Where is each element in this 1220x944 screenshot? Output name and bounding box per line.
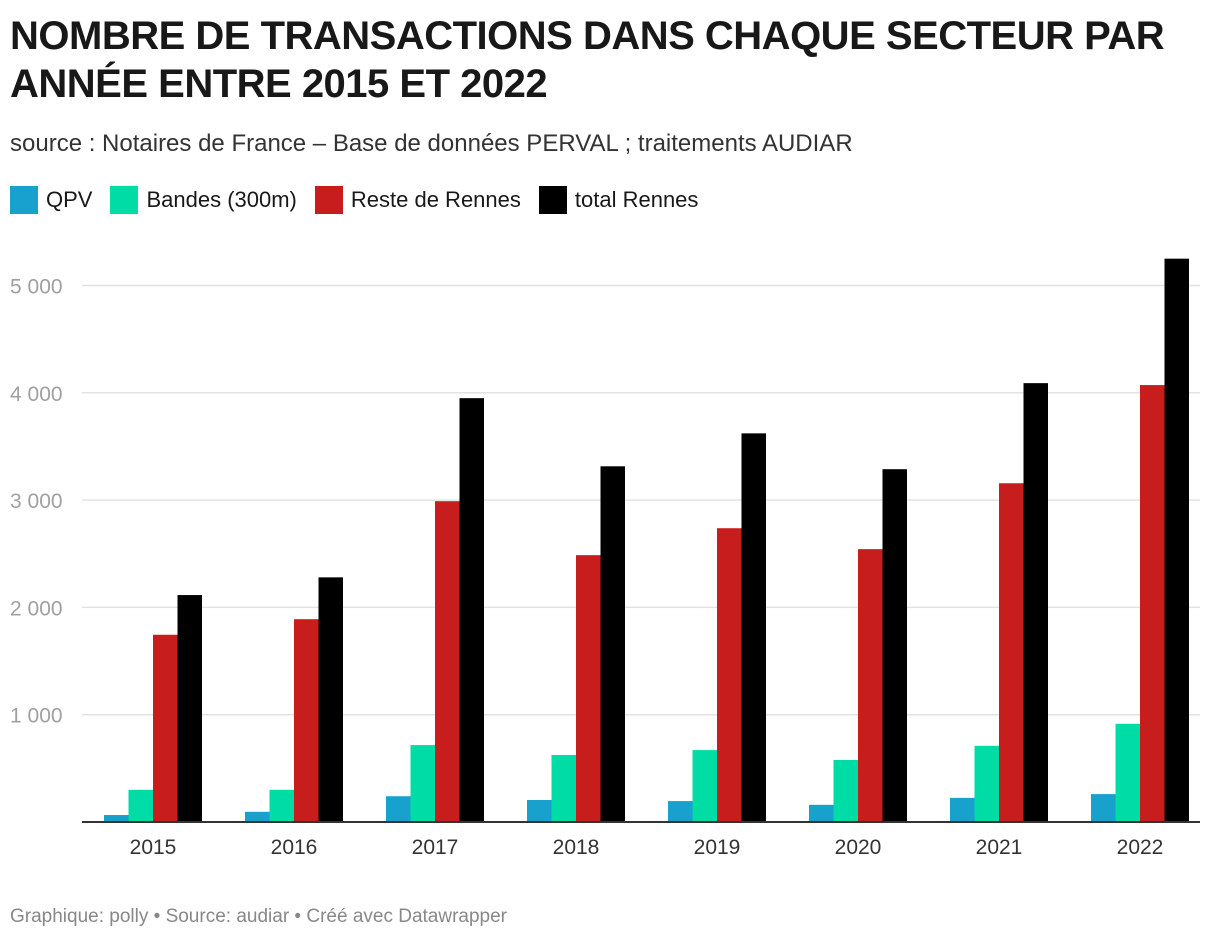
bar-reste-de-rennes bbox=[435, 501, 460, 822]
y-tick-label: 5 000 bbox=[10, 276, 63, 299]
bar-bandes-300m- bbox=[974, 745, 999, 822]
legend-item: Bandes (300m) bbox=[110, 186, 297, 214]
bar-qpv bbox=[245, 811, 270, 822]
x-tick-label: 2022 bbox=[1117, 836, 1164, 859]
bar-reste-de-rennes bbox=[1140, 385, 1165, 822]
legend-swatch bbox=[314, 186, 343, 214]
bar-total-rennes bbox=[1023, 383, 1048, 822]
bar-qpv bbox=[950, 797, 975, 822]
bar-reste-de-rennes bbox=[153, 634, 178, 822]
bar-qpv bbox=[1091, 794, 1116, 822]
bar-qpv bbox=[668, 801, 693, 822]
bar-qpv bbox=[104, 815, 129, 822]
bar-total-rennes bbox=[882, 469, 907, 822]
bar-bandes-300m- bbox=[1115, 723, 1140, 822]
bar-total-rennes bbox=[741, 433, 766, 822]
x-tick-label: 2020 bbox=[835, 836, 882, 859]
legend-item: total Rennes bbox=[538, 186, 699, 214]
chart-title: NOMBRE DE TRANSACTIONS DANS CHAQUE SECTE… bbox=[10, 14, 1165, 106]
bar-total-rennes bbox=[459, 398, 484, 822]
bar-qpv bbox=[809, 804, 834, 822]
bar-bandes-300m- bbox=[551, 754, 576, 822]
bar-reste-de-rennes bbox=[999, 483, 1024, 822]
legend-item: QPV bbox=[10, 186, 92, 214]
bar-total-rennes bbox=[1164, 258, 1189, 822]
legend-label: Reste de Rennes bbox=[350, 187, 521, 212]
legend-swatch bbox=[538, 186, 567, 214]
x-tick-label: 2021 bbox=[976, 836, 1023, 859]
legend-swatch bbox=[10, 186, 38, 214]
bar-total-rennes bbox=[600, 466, 625, 822]
legend-item: Reste de Rennes bbox=[314, 186, 521, 214]
legend-swatch bbox=[110, 186, 139, 214]
y-tick-label: 1 000 bbox=[10, 705, 63, 728]
x-tick-label: 2016 bbox=[271, 836, 318, 859]
bar-total-rennes bbox=[177, 595, 202, 822]
y-tick-label: 3 000 bbox=[10, 490, 63, 513]
chart-subtitle: source : Notaires de France – Base de do… bbox=[10, 130, 853, 157]
bar-bandes-300m- bbox=[128, 789, 153, 822]
legend: QPV Bandes (300m) Reste de Rennes total … bbox=[10, 186, 698, 214]
bar-bandes-300m- bbox=[269, 789, 294, 822]
bar-bandes-300m- bbox=[410, 745, 435, 822]
legend-label: total Rennes bbox=[574, 187, 699, 212]
bar-reste-de-rennes bbox=[294, 619, 319, 822]
footer: Graphique: polly • Source: audiar • Créé… bbox=[10, 906, 508, 927]
x-tick-label: 2015 bbox=[130, 836, 177, 859]
bar-bandes-300m- bbox=[692, 750, 717, 822]
bar-reste-de-rennes bbox=[717, 528, 742, 822]
bar-total-rennes bbox=[318, 577, 343, 822]
x-tick-label: 2017 bbox=[412, 836, 459, 859]
y-tick-label: 2 000 bbox=[10, 597, 63, 620]
bar-qpv bbox=[527, 800, 552, 822]
bar-bandes-300m- bbox=[833, 759, 858, 822]
legend-label: Bandes (300m) bbox=[146, 187, 297, 212]
y-tick-label: 4 000 bbox=[10, 383, 63, 406]
legend-label: QPV bbox=[46, 187, 93, 212]
x-tick-label: 2018 bbox=[553, 836, 600, 859]
bar-qpv bbox=[386, 796, 411, 822]
x-tick-label: 2019 bbox=[694, 836, 741, 859]
bar-reste-de-rennes bbox=[858, 549, 883, 822]
bar-reste-de-rennes bbox=[576, 555, 601, 822]
